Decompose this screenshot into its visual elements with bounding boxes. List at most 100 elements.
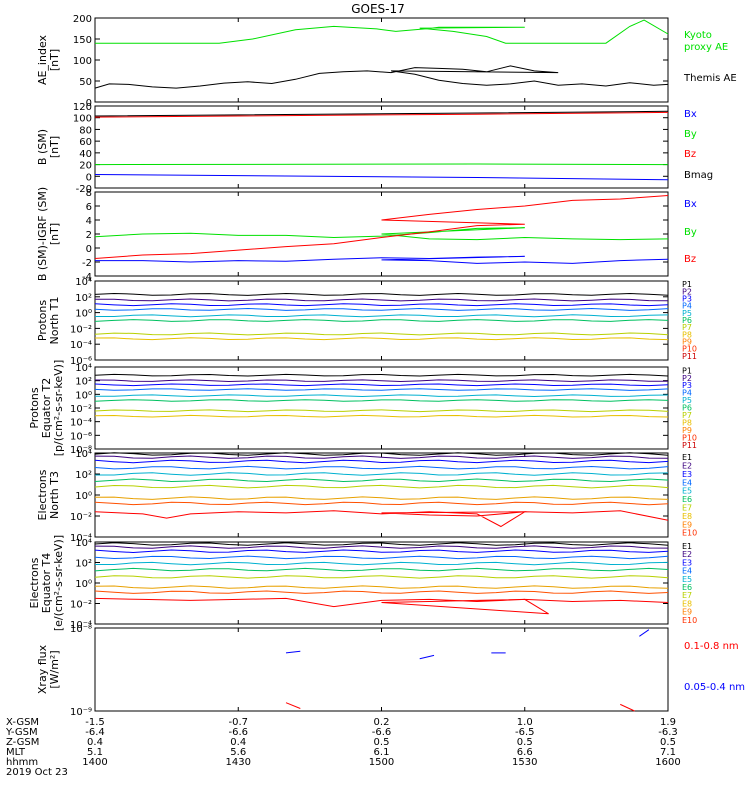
legend-entry: Bmag xyxy=(684,170,713,181)
legend-entry: P7 xyxy=(682,323,692,332)
legend-entry: E10 xyxy=(682,529,697,538)
legend-entry: P9 xyxy=(682,338,692,347)
panel-pe: 10⁻⁸ 10⁻⁶ 10⁻⁴ 10⁻² 10⁰ 10² 10⁴ Protons Equator … xyxy=(28,360,697,457)
panel-frame xyxy=(94,541,669,625)
legend-entry: E10 xyxy=(682,616,697,625)
y-tick-label: 100 xyxy=(73,56,92,67)
y-tick-label: 10⁻⁶ xyxy=(70,431,92,442)
series-line-p1 xyxy=(94,373,669,377)
panel-ee: 10⁻⁴ 10⁻² 10⁰ 10² 10⁴ Electrons Equator T4 [e/(… xyxy=(28,535,697,631)
legend-entry: P6 xyxy=(682,404,692,413)
series-line-e8 xyxy=(94,496,669,500)
y-axis-label: Protons xyxy=(36,300,49,341)
ephemeris-value: -0.7 xyxy=(228,717,248,728)
series-line-e3 xyxy=(94,549,669,554)
series-line-by xyxy=(94,163,669,166)
y-axis-label: Electrons xyxy=(36,469,49,520)
y-tick-label: 10² xyxy=(75,470,92,481)
legend-entry: P1 xyxy=(682,280,692,289)
legend-entry: By xyxy=(684,227,697,238)
ephemeris-value: -6.6 xyxy=(372,727,392,738)
series-line-e7 xyxy=(94,484,669,489)
ephemeris-value: 5.6 xyxy=(230,747,246,758)
y-tick-label: 10⁻² xyxy=(70,324,92,335)
legend-entry: E5 xyxy=(682,487,692,496)
series-line-e8 xyxy=(94,585,669,589)
ephemeris-value: 7.1 xyxy=(660,747,676,758)
y-tick-label: 10⁻² xyxy=(70,600,92,611)
panel-frame xyxy=(94,627,669,712)
y-tick-label: 10² xyxy=(75,559,92,570)
ephemeris-value: 0.5 xyxy=(517,737,533,748)
series-line-p2 xyxy=(94,379,669,383)
y-tick-label: -20 xyxy=(76,184,92,195)
ephemeris-value: -6.5 xyxy=(515,727,535,738)
y-tick-label: 6 xyxy=(86,202,92,213)
legend-entry: E6 xyxy=(682,583,692,592)
y-axis-label: North T3 xyxy=(48,471,61,519)
legend-entry: 0.05-0.4 nm xyxy=(684,682,745,693)
series-line-bx xyxy=(95,255,669,264)
series-line-e9 xyxy=(94,501,669,506)
legend-entry: P6 xyxy=(682,316,692,325)
legend-entry: P4 xyxy=(682,302,692,311)
date-label: 2019 Oct 23 xyxy=(6,767,68,778)
legend-entry: P8 xyxy=(682,419,692,428)
series-line-bz xyxy=(94,111,669,118)
y-tick-label: 80 xyxy=(79,125,92,136)
y-tick-label: 10⁻⁸ xyxy=(70,624,92,635)
legend-entry: Themis AE xyxy=(683,73,737,84)
series-line-e9 xyxy=(94,590,669,594)
series-line-p3 xyxy=(94,383,669,387)
series-mark xyxy=(285,650,301,654)
y-axis-label: Xray flux xyxy=(36,644,49,694)
y-tick-label: 10⁴ xyxy=(75,363,92,374)
ephemeris-value: 6.6 xyxy=(517,747,533,758)
legend-entry: P11 xyxy=(682,441,697,450)
y-tick-label: 10⁻⁴ xyxy=(70,620,92,631)
series-mark xyxy=(639,629,650,637)
series-line-p7 xyxy=(94,409,669,413)
panel-frame xyxy=(94,452,669,538)
y-tick-label: 10⁻⁸ xyxy=(70,445,92,456)
y-tick-label: 2 xyxy=(86,230,92,241)
y-axis-label: [nT] xyxy=(48,49,61,71)
ephemeris-label: X-GSM xyxy=(6,717,39,728)
series-line-p7 xyxy=(94,332,669,336)
y-tick-label: 10⁻⁹ xyxy=(70,707,92,718)
series-line-bz xyxy=(94,195,669,259)
y-axis-label: [p/(cm²-s-sr-keV)] xyxy=(52,360,65,457)
ephemeris-value: 0.4 xyxy=(230,737,246,748)
series-line-p4 xyxy=(94,388,669,391)
legend-entry: E9 xyxy=(682,608,692,617)
ephemeris-label: hhmm xyxy=(6,757,38,768)
y-tick-label: 10⁻⁴ xyxy=(70,340,92,351)
series-line-by xyxy=(94,227,669,241)
legend-entry: P2 xyxy=(682,287,692,296)
legend-entry: P8 xyxy=(682,330,692,339)
ephemeris-label: MLT xyxy=(6,747,26,758)
legend-entry: P4 xyxy=(682,389,692,398)
legend-entry: E4 xyxy=(682,478,692,487)
legend-entry: Bz xyxy=(684,254,696,265)
y-tick-label: 10⁰ xyxy=(75,309,92,320)
y-tick-label: 10⁻⁶ xyxy=(70,356,92,367)
y-tick-label: 10² xyxy=(75,377,92,388)
ephemeris-value: 1.0 xyxy=(517,717,533,728)
y-tick-label: -4 xyxy=(82,272,92,283)
ephemeris-value: 1600 xyxy=(655,757,680,768)
y-tick-label: 10⁻⁴ xyxy=(70,533,92,544)
series-line-e1 xyxy=(94,542,669,546)
y-tick-label: 10⁻² xyxy=(70,512,92,523)
legend-entry: E1 xyxy=(682,453,692,462)
y-axis-label: AE_index xyxy=(36,34,49,85)
legend-entry: P5 xyxy=(682,396,692,405)
y-tick-label: 0 xyxy=(86,98,92,109)
y-axis-label: Protons xyxy=(28,387,41,428)
legend-entry: E8 xyxy=(682,599,692,608)
ephemeris-value: 5.1 xyxy=(87,747,103,758)
y-tick-label: 60 xyxy=(79,137,92,148)
y-tick-label: 10⁻² xyxy=(70,404,92,415)
series-line-p5 xyxy=(95,394,669,398)
